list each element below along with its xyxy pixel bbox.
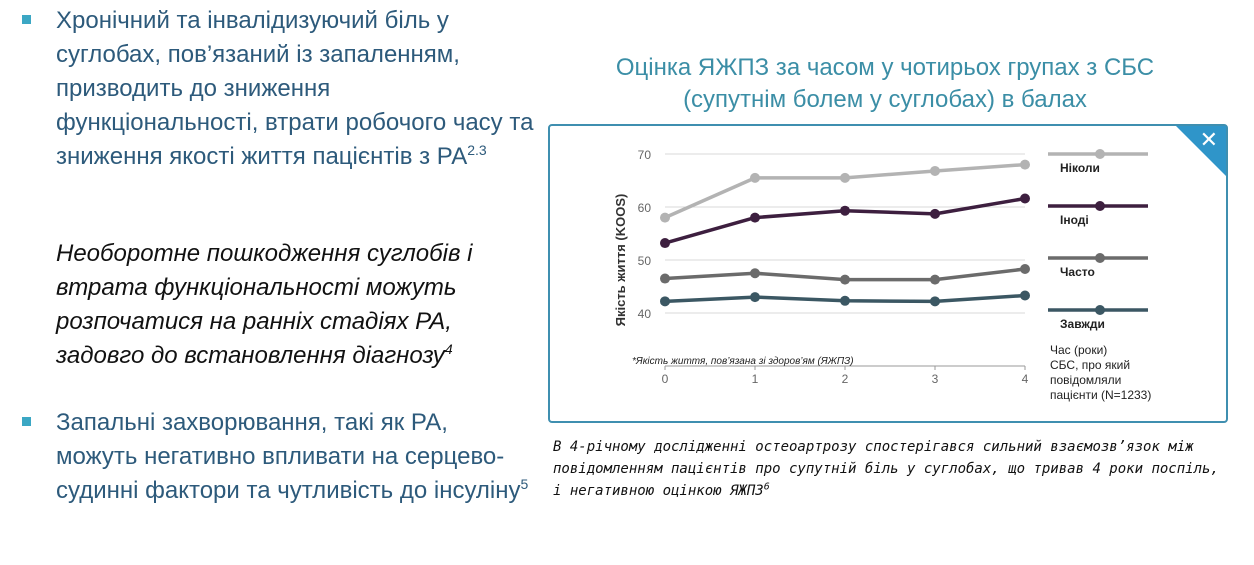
- legend-marker: [1095, 305, 1105, 315]
- legend-label: Іноді: [1060, 213, 1089, 227]
- reference-superscript: 4: [444, 341, 453, 357]
- legend-marker: [1095, 149, 1105, 159]
- data-point: [1020, 290, 1030, 301]
- data-point: [840, 205, 850, 216]
- legend-note-line: СБС, про який: [1050, 358, 1130, 372]
- x-tick-label: 2: [842, 372, 849, 386]
- reference-superscript: 2.3: [467, 142, 487, 158]
- data-point: [840, 172, 850, 183]
- bullet-item-chronic-pain: Хронічний та інвалідизуючий біль у сугло…: [22, 4, 536, 174]
- data-point: [930, 274, 940, 285]
- bullet-square-icon: [22, 417, 31, 426]
- line-chart: 40 50 60 70 0 1 2 3 4 Якість життя (KOOS) *Якість …: [613, 148, 1151, 402]
- series-line-1: [664, 196, 1026, 245]
- chart-heading-line1: Оцінка ЯЖПЗ за часом у чотирьох групах з…: [615, 54, 1155, 81]
- legend-marker: [1095, 201, 1105, 211]
- close-corner[interactable]: [1176, 126, 1226, 176]
- x-tick-label: 1: [752, 372, 759, 386]
- data-point: [930, 296, 940, 307]
- italic-statement: Необоротне пошкодження суглобів і втрата…: [56, 240, 473, 369]
- data-point: [660, 296, 670, 307]
- data-point: [660, 238, 670, 249]
- chart-frame: ✕ 40 50 60 70 0 1 2 3 4 Якість життя (KOOS) *Якіст…: [548, 124, 1228, 423]
- data-point: [840, 295, 850, 306]
- legend-label: Ніколи: [1060, 161, 1100, 175]
- chart-caption: В 4-річному дослідженні остеоартрозу спо…: [553, 439, 1219, 499]
- data-point: [1020, 193, 1030, 204]
- bullet-text: Хронічний та інвалідизуючий біль у сугло…: [56, 7, 534, 170]
- legend-label: Часто: [1060, 265, 1095, 279]
- data-point: [750, 172, 760, 183]
- data-point: [930, 165, 940, 176]
- data-point: [750, 212, 760, 223]
- chart-footnote: *Якість життя, пов’язана зі здоров’ям (Я…: [632, 356, 854, 367]
- legend-marker: [1095, 253, 1105, 263]
- data-point: [660, 212, 670, 223]
- bullet-item-inflammatory: Запальні захворювання, такі як РА, можут…: [22, 406, 536, 508]
- legend-note-line: повідомляли: [1050, 373, 1121, 387]
- legend-label: Завжди: [1060, 317, 1105, 331]
- legend-note-line: пацієнти (N=1233): [1050, 388, 1151, 402]
- chart-heading: Оцінка ЯЖПЗ за часом у чотирьох групах з…: [560, 52, 1210, 116]
- x-tick-label: 4: [1022, 372, 1029, 386]
- y-tick-label: 50: [638, 254, 652, 268]
- y-tick-label: 60: [638, 201, 652, 215]
- bullet-square-icon: [22, 15, 31, 24]
- y-axis-label: Якість життя (KOOS): [613, 194, 628, 327]
- y-tick-label: 70: [638, 148, 652, 162]
- reference-superscript: 5: [520, 476, 529, 492]
- data-point: [750, 268, 760, 279]
- data-point: [660, 273, 670, 284]
- x-tick-label: 0: [662, 372, 669, 386]
- data-point: [930, 208, 940, 219]
- y-tick-label: 40: [638, 307, 652, 321]
- bullet-text: Запальні захворювання, такі як РА, можут…: [56, 409, 529, 504]
- x-axis-label: Час (роки): [1050, 343, 1107, 357]
- reference-superscript: 6: [763, 481, 770, 493]
- chart-heading-line2: (супутнім болем у суглобах) в балах: [683, 86, 1087, 113]
- data-point: [1020, 159, 1030, 170]
- x-tick-label: 3: [932, 372, 939, 386]
- data-point: [840, 274, 850, 285]
- close-icon[interactable]: ✕: [1199, 127, 1218, 152]
- data-point: [1020, 264, 1030, 275]
- data-point: [750, 292, 760, 303]
